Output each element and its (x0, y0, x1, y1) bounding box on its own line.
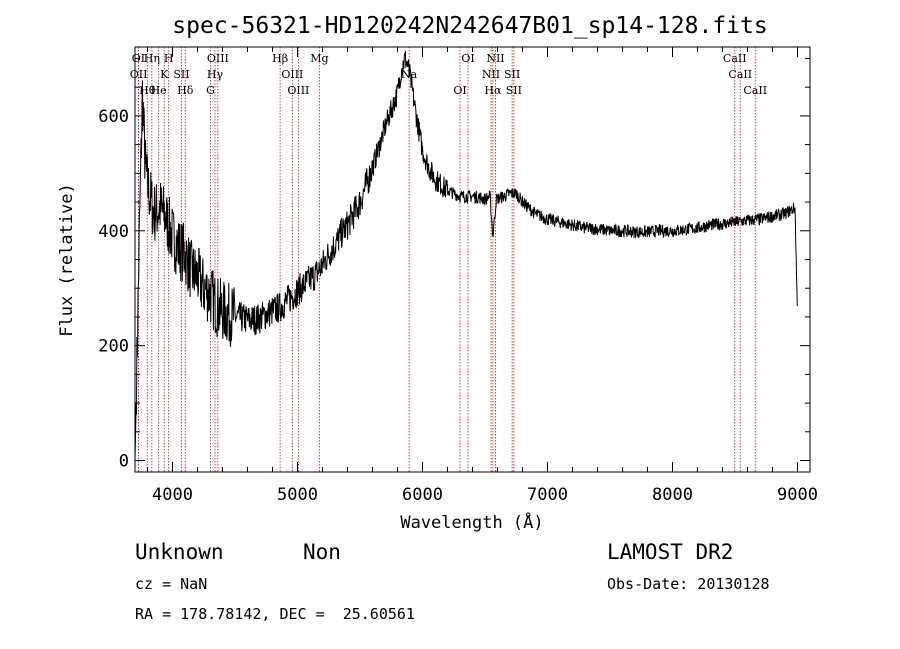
line-label-15: Mg (310, 52, 328, 65)
x-axis-ticks: 4000 5000 6000 7000 8000 9000 (147, 47, 818, 505)
plot-frame (134, 46, 811, 473)
line-label-18: OI (461, 52, 474, 65)
y-axis-ticks: 0 200 400 600 (98, 57, 810, 472)
line-label-23: SII (506, 84, 522, 97)
line-label-3: Hη (144, 52, 160, 65)
line-label-7: SII (173, 68, 189, 81)
spectrum-line (134, 50, 798, 461)
redshift-text: cz = NaN (135, 575, 207, 593)
y-tick-label-400: 400 (98, 222, 129, 242)
line-label-19: NII (482, 68, 500, 81)
emission-lines (137, 47, 756, 472)
subclass-text: Non (303, 540, 341, 564)
y-tick-label-200: 200 (98, 337, 129, 357)
x-tick-label-7000: 7000 (527, 485, 568, 505)
line-label-9: OIII (207, 52, 229, 65)
line-label-6: H (164, 52, 174, 65)
line-label-13: OIII (281, 68, 303, 81)
x-tick-label-9000: 9000 (777, 485, 818, 505)
line-label-11: G (206, 84, 215, 97)
y-tick-label-0: 0 (119, 452, 129, 472)
x-tick-label-5000: 5000 (277, 485, 318, 505)
line-label-20: Hα (484, 84, 502, 97)
survey-text: LAMOST DR2 (607, 540, 733, 564)
line-label-25: CaII (728, 68, 752, 81)
line-label-8: Hδ (177, 84, 194, 97)
obs-date-text: Obs-Date: 20130128 (607, 575, 770, 593)
line-label-10: Hγ (207, 68, 224, 81)
line-label-14: OIII (287, 84, 309, 97)
x-tick-label-4000: 4000 (152, 485, 193, 505)
emission-line-labels: OIOIIHθHηKHeHSIIHδOIIIHγGHβOIIIOIIIMgNaO… (130, 52, 767, 97)
x-tick-label-6000: 6000 (402, 485, 443, 505)
classification-text: Unknown (135, 540, 224, 564)
chart-title: spec-56321-HD120242N242647B01_sp14-128.f… (172, 13, 767, 39)
line-label-21: NII (486, 52, 504, 65)
line-label-4: K (160, 68, 169, 81)
x-axis-label: Wavelength (Å) (400, 511, 543, 533)
line-label-12: Hβ (272, 52, 288, 65)
line-label-22: SII (504, 68, 520, 81)
line-label-17: OI (453, 84, 466, 97)
y-tick-label-600: 600 (98, 107, 129, 127)
line-label-24: CaII (723, 52, 747, 65)
line-label-1: OII (130, 68, 148, 81)
line-label-26: CaII (743, 84, 767, 97)
line-label-2: Hθ (139, 84, 156, 97)
coordinates-text: RA = 178.78142, DEC = 25.60561 (135, 605, 415, 623)
line-label-5: He (151, 84, 167, 97)
y-axis-label: Flux (relative) (57, 183, 77, 337)
x-tick-label-8000: 8000 (652, 485, 693, 505)
